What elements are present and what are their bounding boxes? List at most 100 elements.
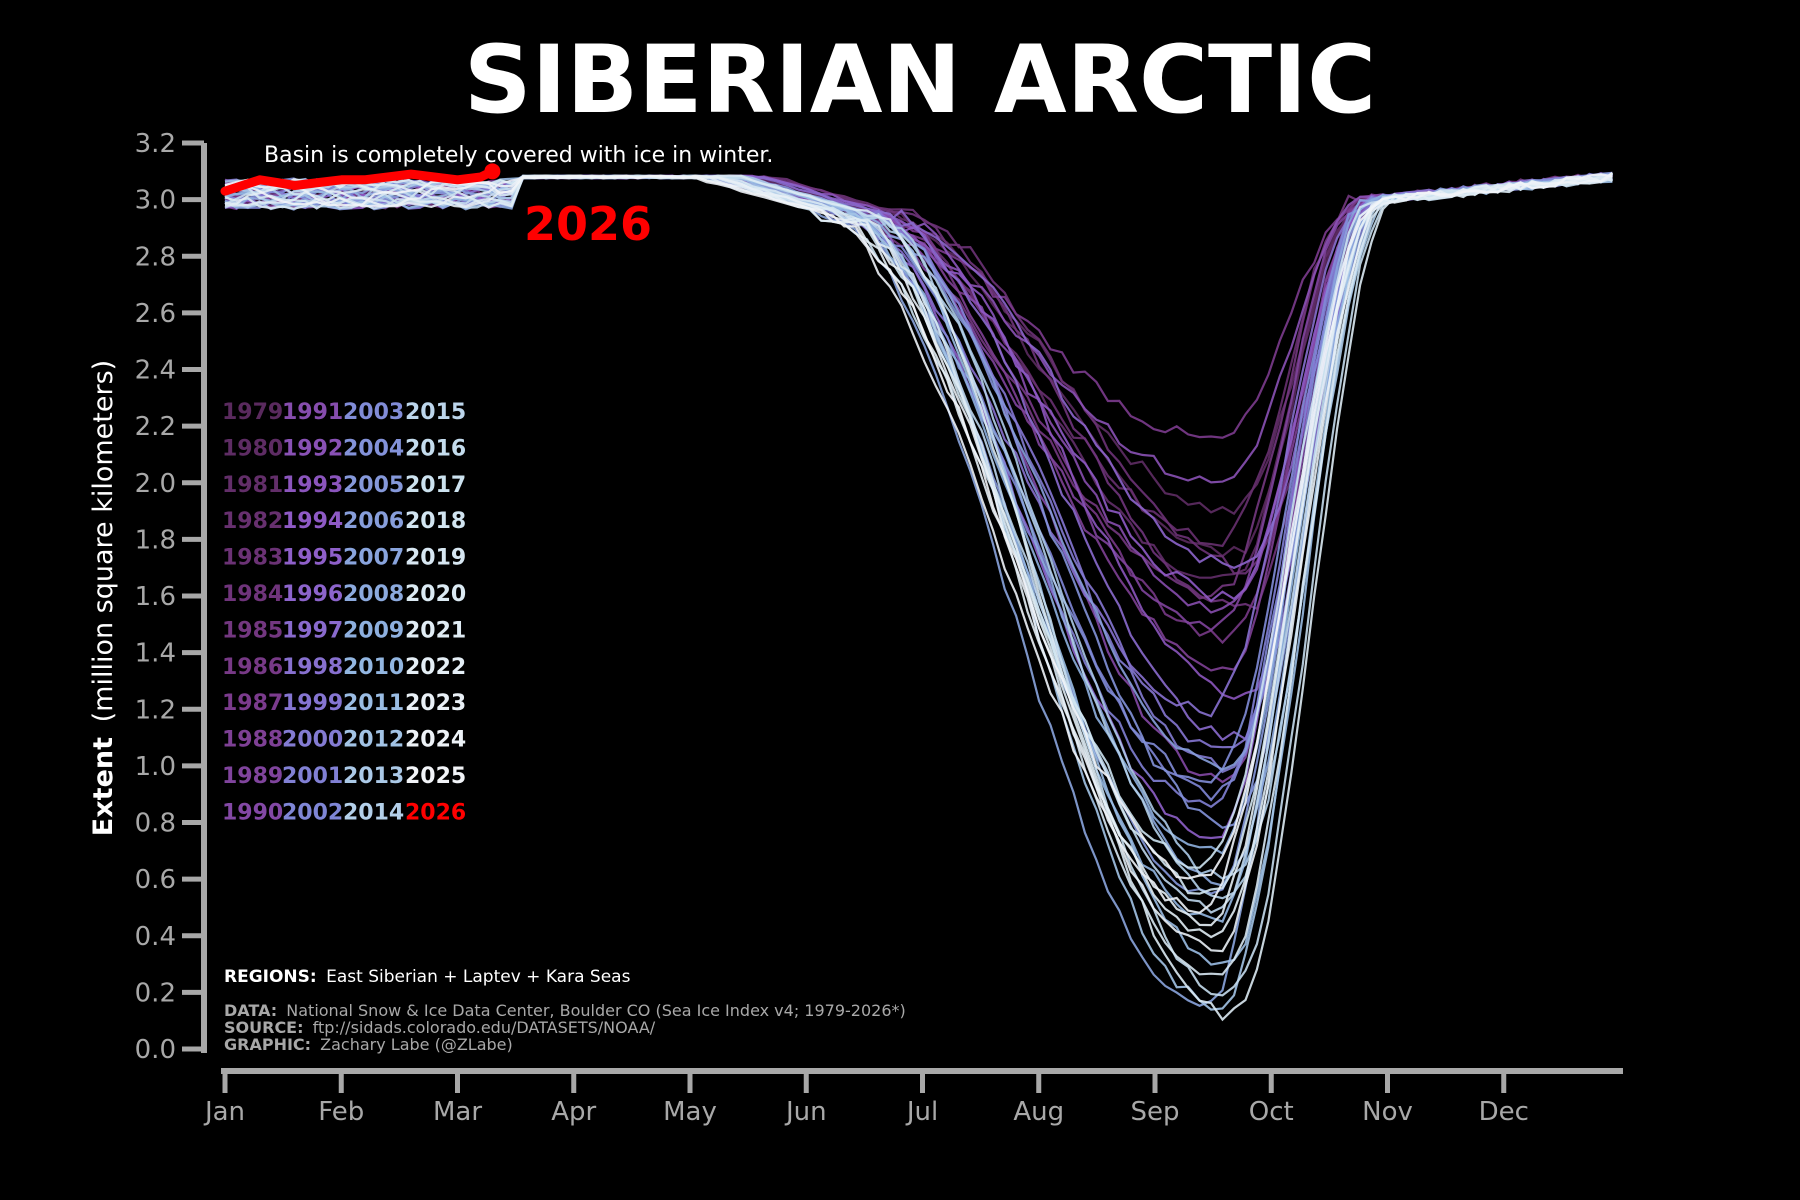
x-tick-label: Jan (203, 1097, 245, 1127)
legend-year-2003: 2003 (343, 400, 404, 425)
x-tick-label: Feb (318, 1097, 364, 1127)
legend-year-1986: 1986 (222, 655, 283, 680)
footer-source-text: ftp://sidads.colorado.edu/DATASETS/NOAA/ (313, 1018, 656, 1037)
legend-year-2014: 2014 (343, 800, 404, 825)
chart-title: SIBERIAN ARCTIC (464, 26, 1376, 135)
y-tick-label: 0.0 (135, 1035, 176, 1065)
legend-year-2009: 2009 (343, 618, 404, 643)
x-tick-label: Nov (1362, 1097, 1413, 1127)
legend-year-1988: 1988 (222, 728, 283, 753)
y-tick-label: 1.8 (135, 525, 176, 555)
y-axis-label-rest: (million square kilometers) (88, 360, 119, 723)
legend-year-2012: 2012 (343, 728, 404, 753)
legend-year-1987: 1987 (222, 691, 283, 716)
legend-year-2021: 2021 (405, 618, 466, 643)
legend-year-1994: 1994 (282, 509, 343, 534)
y-tick-label: 2.6 (135, 299, 176, 329)
legend-year-2004: 2004 (343, 436, 404, 461)
x-tick-label: Aug (1013, 1097, 1064, 1127)
series-line-2020 (224, 174, 1613, 1022)
legend-year-1997: 1997 (282, 618, 343, 643)
legend-year-1996: 1996 (282, 582, 343, 607)
legend-year-2017: 2017 (405, 473, 466, 498)
legend-year-2026: 2026 (405, 800, 466, 825)
highlight-label: 2026 (524, 197, 652, 251)
legend-year-1995: 1995 (282, 546, 343, 571)
x-tick-label: Sep (1130, 1097, 1179, 1127)
series-line-2026 (220, 166, 497, 196)
x-tick-label: Dec (1479, 1097, 1529, 1127)
legend-year-1983: 1983 (222, 546, 283, 571)
y-tick-label: 0.2 (135, 978, 176, 1008)
legend-year-1984: 1984 (222, 582, 283, 607)
legend-year-1980: 1980 (222, 436, 283, 461)
footer-graphic-label: GRAPHIC: (224, 1035, 311, 1054)
y-tick-label: 1.0 (135, 752, 176, 782)
legend-year-2013: 2013 (343, 764, 404, 789)
footer-graphic: GRAPHIC: Zachary Labe (@ZLabe) (224, 1035, 513, 1054)
footer-source-label: SOURCE: (224, 1018, 304, 1037)
y-axis: 0.0 0.2 0.4 0.6 0.8 1.0 1.2 1.4 1.6 1.8 2.0 2.2 2.4 2… (135, 129, 207, 1065)
footer-graphic-text: Zachary Labe (@ZLabe) (320, 1035, 513, 1054)
legend-year-1999: 1999 (282, 691, 343, 716)
legend-year-1998: 1998 (282, 655, 343, 680)
x-tick-label: May (663, 1097, 717, 1127)
highlight-endpoint (484, 163, 501, 180)
y-axis-label: Extent (million square kilometers) (88, 360, 119, 836)
y-tick-label: 2.4 (135, 356, 176, 386)
legend-year-1981: 1981 (222, 473, 283, 498)
legend-year-2015: 2015 (405, 400, 466, 425)
footer-source: SOURCE: ftp://sidads.colorado.edu/DATASE… (224, 1018, 656, 1037)
regions-text: East Siberian + Laptev + Kara Seas (326, 967, 630, 987)
legend-year-1985: 1985 (222, 618, 283, 643)
footer-data-label: DATA: (224, 1001, 277, 1020)
x-tick-label: Oct (1249, 1097, 1294, 1127)
x-tick-label: Mar (433, 1097, 482, 1127)
legend-year-1979: 1979 (222, 400, 283, 425)
legend-year-2011: 2011 (343, 691, 404, 716)
footer-data-text: National Snow & Ice Data Center, Boulder… (286, 1001, 906, 1020)
regions-note: REGIONS: East Siberian + Laptev + Kara S… (224, 967, 631, 987)
legend-year-1993: 1993 (282, 473, 343, 498)
y-tick-label: 1.2 (135, 695, 176, 725)
x-axis: Jan Feb Mar Apr May Jun Jul Aug Sep Oct Nov Dec (203, 1068, 1623, 1127)
legend-year-2022: 2022 (405, 655, 466, 680)
legend-year-1990: 1990 (222, 800, 283, 825)
regions-label: REGIONS: (224, 967, 317, 987)
legend-year-2005: 2005 (343, 473, 404, 498)
legend-year-2019: 2019 (405, 546, 466, 571)
y-tick-label: 3.2 (135, 129, 176, 159)
y-tick-label: 0.8 (135, 809, 176, 839)
y-tick-label: 1.4 (135, 639, 176, 669)
x-tick-label: Jul (905, 1097, 938, 1127)
y-tick-label: 3.0 (135, 186, 176, 216)
y-tick-label: 2.2 (135, 412, 176, 442)
legend-year-2006: 2006 (343, 509, 404, 534)
y-tick-label: 1.6 (135, 582, 176, 612)
legend-year-1982: 1982 (222, 509, 283, 534)
legend-year-2018: 2018 (405, 509, 466, 534)
legend-year-2024: 2024 (405, 728, 466, 753)
series-line-2023 (224, 174, 1613, 953)
y-tick-label: 2.8 (135, 242, 176, 272)
legend-year-2002: 2002 (282, 800, 343, 825)
y-axis-label-bold: Extent (88, 737, 119, 836)
y-tick-label: 0.4 (135, 922, 176, 952)
series-line-2014 (224, 174, 1613, 900)
legend-year-2000: 2000 (282, 728, 343, 753)
legend-year-2007: 2007 (343, 546, 404, 571)
x-tick-label: Jun (784, 1097, 827, 1127)
legend-year-1991: 1991 (282, 400, 343, 425)
legend-year-2010: 2010 (343, 655, 404, 680)
footer-data: DATA: National Snow & Ice Data Center, B… (224, 1001, 906, 1020)
series-line-2021 (224, 174, 1613, 939)
legend-year-1992: 1992 (282, 436, 343, 461)
legend: 1979 1980 1981 1982 1983 1984 1985 1986 1987 1988… (222, 400, 466, 825)
legend-year-1989: 1989 (222, 764, 283, 789)
x-tick-label: Apr (551, 1097, 596, 1127)
highlight-group (220, 163, 501, 196)
legend-year-2016: 2016 (405, 436, 466, 461)
annotation: Basin is completely covered with ice in … (264, 143, 773, 168)
legend-year-2008: 2008 (343, 582, 404, 607)
legend-year-2025: 2025 (405, 764, 466, 789)
